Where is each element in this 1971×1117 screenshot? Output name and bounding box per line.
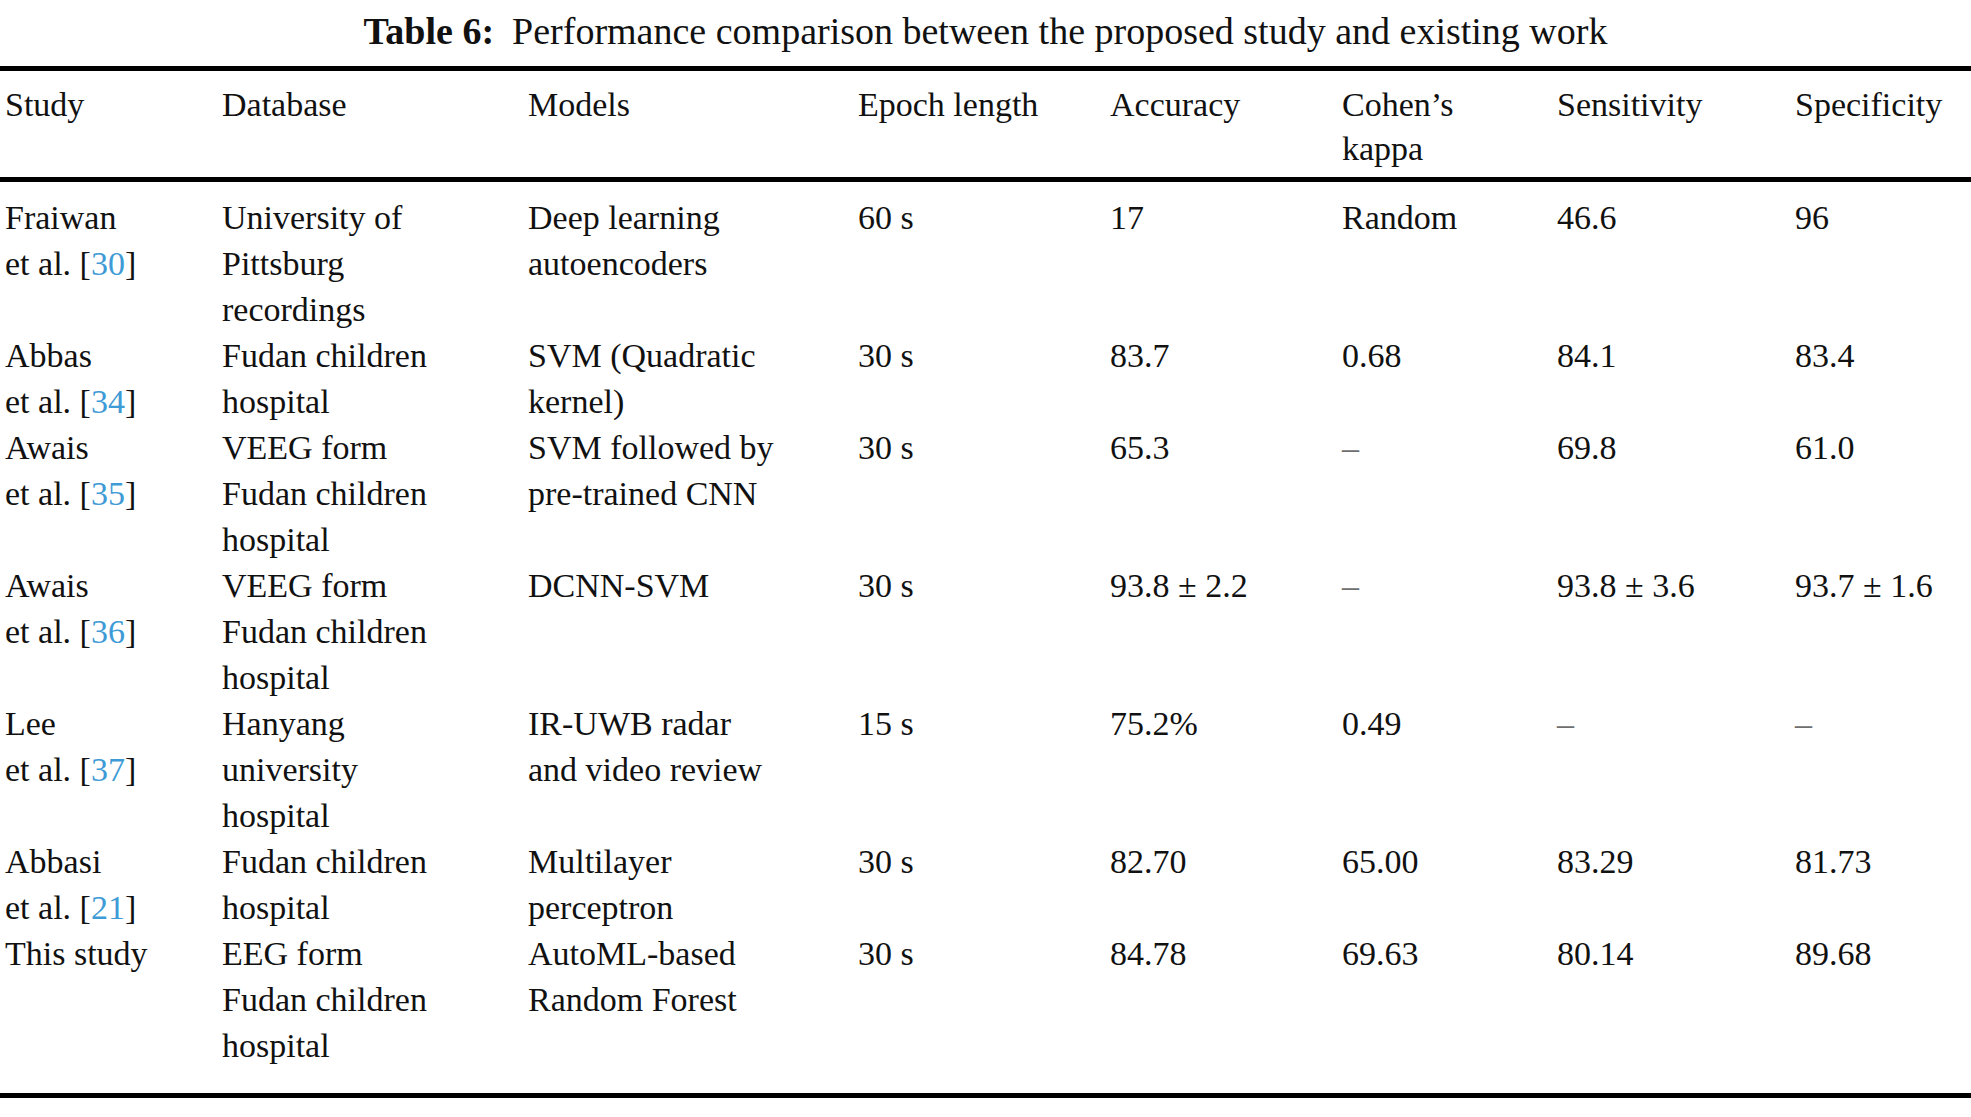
cell-study: Awais et al. [35] (0, 425, 222, 563)
table-caption: Table 6: Performance comparison between t… (0, 0, 1971, 66)
study-name: This study (5, 931, 222, 977)
cell-accuracy: 93.8 ± 2.2 (1110, 563, 1342, 701)
comparison-table: Study Database Models Epoch length Accur… (0, 66, 1971, 1098)
cell-cohens-kappa: 0.68 (1342, 333, 1557, 425)
cell-accuracy: 75.2% (1110, 701, 1342, 839)
cell-models: AutoML-based Random Forest (528, 931, 858, 1096)
cell-study: Lee et al. [37] (0, 701, 222, 839)
study-etal: et al. [21] (5, 885, 222, 931)
table-body: Fraiwan et al. [30] University of Pittsb… (0, 180, 1971, 1096)
study-etal: et al. [37] (5, 747, 222, 793)
cell-accuracy: 83.7 (1110, 333, 1342, 425)
cell-database: Fudan children hospital (222, 333, 528, 425)
cell-cohens-kappa: 65.00 (1342, 839, 1557, 931)
cell-database: EEG form Fudan children hospital (222, 931, 528, 1096)
paper-table-page: Table 6: Performance comparison between t… (0, 0, 1971, 1117)
cell-sensitivity: – (1557, 701, 1795, 839)
cell-accuracy: 65.3 (1110, 425, 1342, 563)
cell-epoch-length: 30 s (858, 563, 1110, 701)
cell-accuracy: 82.70 (1110, 839, 1342, 931)
cell-cohens-kappa: 69.63 (1342, 931, 1557, 1096)
cell-study: Fraiwan et al. [30] (0, 180, 222, 334)
cell-cohens-kappa: 0.49 (1342, 701, 1557, 839)
cell-accuracy: 17 (1110, 180, 1342, 334)
cell-specificity: 61.0 (1795, 425, 1971, 563)
cell-models: SVM (Quadratic kernel) (528, 333, 858, 425)
study-etal: et al. [30] (5, 241, 222, 287)
header-row: Study Database Models Epoch length Accur… (0, 69, 1971, 180)
table-caption-label: Table 6: (364, 10, 495, 52)
cell-study: Abbasi et al. [21] (0, 839, 222, 931)
cell-models: Deep learning autoencoders (528, 180, 858, 334)
study-name: Fraiwan (5, 195, 222, 241)
citation-link[interactable]: 37 (91, 751, 125, 788)
study-etal: et al. [36] (5, 609, 222, 655)
cell-epoch-length: 60 s (858, 180, 1110, 334)
cell-epoch-length: 30 s (858, 333, 1110, 425)
cell-epoch-length: 30 s (858, 931, 1110, 1096)
study-etal: et al. [34] (5, 379, 222, 425)
cell-specificity: 81.73 (1795, 839, 1971, 931)
col-header-specificity: Specificity (1795, 69, 1971, 180)
study-name: Awais (5, 425, 222, 471)
cell-database: VEEG form Fudan children hospital (222, 563, 528, 701)
table-header: Study Database Models Epoch length Accur… (0, 69, 1971, 180)
table-row-awais-35: Awais et al. [35] VEEG form Fudan childr… (0, 425, 1971, 563)
cell-database: VEEG form Fudan children hospital (222, 425, 528, 563)
cell-accuracy: 84.78 (1110, 931, 1342, 1096)
cell-specificity: 89.68 (1795, 931, 1971, 1096)
cell-models: SVM followed by pre-trained CNN (528, 425, 858, 563)
table-row-this-study: This study EEG form Fudan children hospi… (0, 931, 1971, 1096)
cell-specificity: – (1795, 701, 1971, 839)
cell-sensitivity: 80.14 (1557, 931, 1795, 1096)
cell-sensitivity: 84.1 (1557, 333, 1795, 425)
col-header-database: Database (222, 69, 528, 180)
col-header-study: Study (0, 69, 222, 180)
cell-study: This study (0, 931, 222, 1096)
cell-specificity: 93.7 ± 1.6 (1795, 563, 1971, 701)
cell-study: Awais et al. [36] (0, 563, 222, 701)
cell-epoch-length: 30 s (858, 839, 1110, 931)
cell-specificity: 83.4 (1795, 333, 1971, 425)
cell-study: Abbas et al. [34] (0, 333, 222, 425)
cell-sensitivity: 93.8 ± 3.6 (1557, 563, 1795, 701)
cell-epoch-length: 15 s (858, 701, 1110, 839)
cell-cohens-kappa: – (1342, 425, 1557, 563)
cell-database: Fudan children hospital (222, 839, 528, 931)
study-name: Awais (5, 563, 222, 609)
col-header-epoch-length: Epoch length (858, 69, 1110, 180)
citation-link[interactable]: 21 (91, 889, 125, 926)
cell-sensitivity: 83.29 (1557, 839, 1795, 931)
cell-models: Multilayer perceptron (528, 839, 858, 931)
citation-link[interactable]: 34 (91, 383, 125, 420)
citation-link[interactable]: 30 (91, 245, 125, 282)
study-name: Abbas (5, 333, 222, 379)
cell-cohens-kappa: – (1342, 563, 1557, 701)
col-header-cohens-kappa: Cohen’skappa (1342, 69, 1557, 180)
study-name: Abbasi (5, 839, 222, 885)
table-row-abbas: Abbas et al. [34] Fudan children hospita… (0, 333, 1971, 425)
study-name: Lee (5, 701, 222, 747)
table-row-abbasi: Abbasi et al. [21] Fudan children hospit… (0, 839, 1971, 931)
col-header-models: Models (528, 69, 858, 180)
cell-database: Hanyang university hospital (222, 701, 528, 839)
table-row-awais-36: Awais et al. [36] VEEG form Fudan childr… (0, 563, 1971, 701)
citation-link[interactable]: 35 (91, 475, 125, 512)
col-header-accuracy: Accuracy (1110, 69, 1342, 180)
cell-specificity: 96 (1795, 180, 1971, 334)
citation-link[interactable]: 36 (91, 613, 125, 650)
cell-models: DCNN-SVM (528, 563, 858, 701)
cell-models: IR-UWB radar and video review (528, 701, 858, 839)
table-row-lee: Lee et al. [37] Hanyang university hospi… (0, 701, 1971, 839)
col-header-sensitivity: Sensitivity (1557, 69, 1795, 180)
cell-cohens-kappa: Random (1342, 180, 1557, 334)
cell-epoch-length: 30 s (858, 425, 1110, 563)
cell-database: University of Pittsburg recordings (222, 180, 528, 334)
table-caption-text: Performance comparison between the propo… (512, 10, 1607, 52)
table-row-fraiwan: Fraiwan et al. [30] University of Pittsb… (0, 180, 1971, 334)
cell-sensitivity: 46.6 (1557, 180, 1795, 334)
cell-sensitivity: 69.8 (1557, 425, 1795, 563)
study-etal: et al. [35] (5, 471, 222, 517)
